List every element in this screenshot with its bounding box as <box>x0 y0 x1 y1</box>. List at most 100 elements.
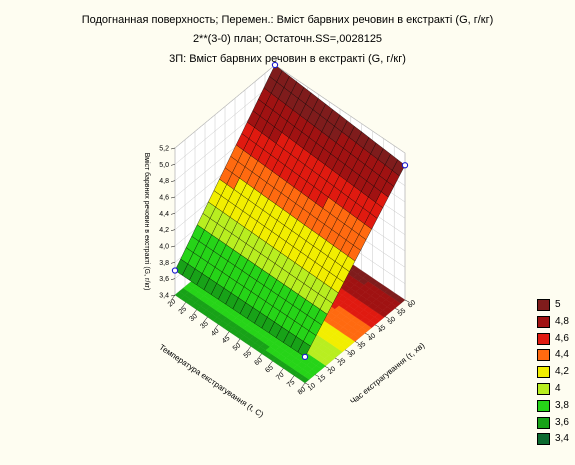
legend-item-8: 3,4 <box>537 432 575 446</box>
x-tick-mark-0 <box>171 294 176 300</box>
legend-swatch <box>537 383 550 395</box>
y-tick-label-2: 20 <box>327 365 338 375</box>
legend-swatch <box>537 299 550 311</box>
surface-plot: 3,43,63,84,04,24,44,64,85,05,22025303540… <box>143 61 427 420</box>
x-tick-label-10: 70 <box>275 371 286 381</box>
y-tick-label-6: 40 <box>367 332 378 342</box>
y-tick-mark-1 <box>314 374 320 377</box>
z-tick-mark-3 <box>170 245 176 248</box>
x-tick-label-4: 40 <box>210 327 221 337</box>
z-tick-label-7: 4,8 <box>159 178 169 185</box>
x-tick-label-11: 75 <box>286 379 297 389</box>
x-tick-mark-4 <box>215 324 219 329</box>
observed-point-2 <box>301 353 309 361</box>
z-tick-mark-8 <box>170 164 176 166</box>
x-tick-mark-2 <box>193 309 197 314</box>
legend-item-2: 4,6 <box>537 332 575 346</box>
z-tick-label-4: 4,2 <box>159 227 169 234</box>
x-tick-label-12: 80 <box>297 386 308 396</box>
z-tick-label-5: 4,4 <box>159 211 169 218</box>
x-tick-mark-12 <box>301 382 306 388</box>
legend-item-6: 3,8 <box>537 399 575 413</box>
legend-label: 4,6 <box>555 332 569 344</box>
z-tick-label-1: 3,6 <box>159 276 169 283</box>
legend-swatch <box>537 366 550 379</box>
x-tick-mark-9 <box>269 360 273 366</box>
y-tick-mark-0 <box>304 382 310 386</box>
z-tick-label-0: 3,4 <box>159 293 169 300</box>
x-tick-label-1: 25 <box>178 305 189 315</box>
z-tick-mark-7 <box>170 180 176 182</box>
z-tick-label-3: 4,0 <box>159 244 169 251</box>
chart-title-line-3: 3П: Вміст барвних речовин в екстракті (G… <box>169 53 406 65</box>
y-tick-label-0: 10 <box>307 382 318 392</box>
z-tick-mark-5 <box>170 213 176 215</box>
x-tick-mark-11 <box>290 375 295 380</box>
z-tick-label-6: 4,6 <box>159 195 169 202</box>
x-tick-label-2: 30 <box>188 313 199 323</box>
y-tick-label-10: 60 <box>407 299 418 309</box>
x-tick-label-9: 65 <box>264 364 275 374</box>
z-axis-label: Вміст барвних речовин в екстракті (G, г/… <box>143 153 151 291</box>
y-tick-label-8: 50 <box>387 316 398 326</box>
z-tick-label-8: 5,0 <box>159 162 169 169</box>
x-tick-label-6: 50 <box>232 342 243 352</box>
y-tick-label-7: 45 <box>377 324 388 334</box>
legend-item-3: 4,4 <box>537 348 575 362</box>
observed-point-3 <box>401 162 409 169</box>
y-tick-mark-6 <box>364 332 370 336</box>
x-tick-mark-5 <box>225 331 230 336</box>
z-tick-mark-1 <box>170 278 176 280</box>
z-tick-label-9: 5,2 <box>159 146 169 153</box>
legend-label: 5 <box>555 299 561 310</box>
legend-item-4: 4,2 <box>537 365 575 379</box>
x-tick-mark-10 <box>280 368 284 373</box>
y-tick-mark-4 <box>344 349 350 353</box>
y-tick-label-9: 55 <box>397 307 408 317</box>
y-tick-label-1: 15 <box>317 374 328 384</box>
chart-title-line-1: Подогнанная поверхность; Перемен.: Вміст… <box>81 14 494 26</box>
legend-swatch <box>537 315 550 328</box>
x-tick-mark-3 <box>204 316 208 322</box>
x-tick-mark-6 <box>236 338 241 344</box>
z-tick-mark-2 <box>170 262 176 264</box>
legend-item-7: 3,6 <box>537 416 575 430</box>
surface-cell <box>174 258 189 276</box>
legend-item-1: 4,8 <box>537 315 575 329</box>
z-tick-mark-4 <box>170 229 176 231</box>
legend-label: 3,8 <box>555 399 569 411</box>
legend-label: 3,4 <box>555 433 569 445</box>
x-tick-mark-8 <box>258 353 262 358</box>
legend-label: 3,6 <box>555 416 569 428</box>
observed-point-1 <box>271 61 279 69</box>
x-tick-label-8: 60 <box>253 357 264 367</box>
z-tick-mark-6 <box>170 196 176 199</box>
x-tick-mark-7 <box>247 346 252 351</box>
legend-label: 4,4 <box>555 349 569 361</box>
x-tick-label-3: 35 <box>199 320 210 330</box>
legend-swatch <box>537 349 550 362</box>
legend-item-5: 4 <box>537 382 575 396</box>
legend-swatch <box>537 332 550 345</box>
y-tick-mark-8 <box>384 316 390 319</box>
x-tick-label-7: 55 <box>243 349 254 359</box>
y-tick-mark-5 <box>354 341 360 344</box>
legend-swatch <box>537 399 550 412</box>
y-tick-label-5: 35 <box>357 341 368 351</box>
y-tick-mark-10 <box>404 299 410 303</box>
z-tick-label-2: 3,8 <box>159 260 169 267</box>
legend-item-0: 5 <box>537 298 575 312</box>
y-tick-mark-2 <box>324 366 330 369</box>
legend-swatch <box>537 433 550 446</box>
y-tick-label-3: 25 <box>337 357 348 367</box>
chart-title-line-2: 2**(3-0) план; Остаточн.SS=,0028125 <box>192 33 383 45</box>
legend-label: 4,2 <box>555 366 569 378</box>
x-tick-mark-1 <box>182 302 187 307</box>
z-tick-mark-9 <box>170 147 176 150</box>
y-tick-mark-9 <box>394 308 400 311</box>
legend-swatch <box>537 416 550 429</box>
y-tick-mark-7 <box>374 324 380 328</box>
legend-label: 4 <box>555 383 561 394</box>
z-tick-mark-0 <box>170 294 176 297</box>
